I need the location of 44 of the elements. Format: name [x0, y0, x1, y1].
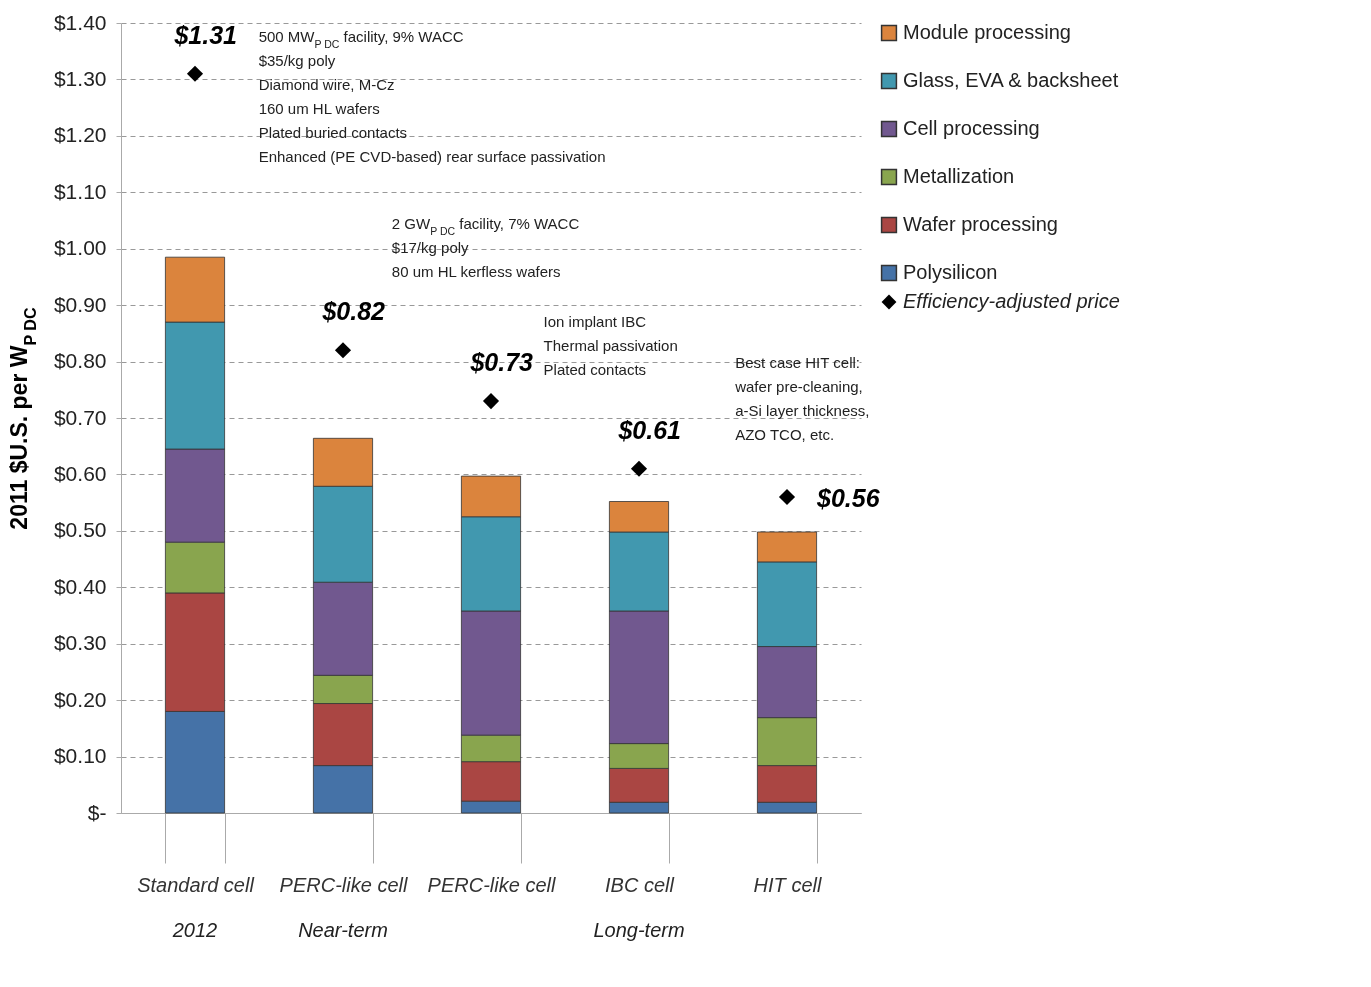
- y-tick-label: $0.60: [53, 461, 107, 485]
- y-tick-label: $1.40: [53, 10, 107, 34]
- data-label: $0.73: [469, 348, 534, 377]
- legend-label: Wafer processing: [903, 213, 1058, 235]
- point: [630, 460, 648, 477]
- y-tick-label: $0.10: [53, 744, 107, 768]
- legend-label: Metallization: [903, 165, 1015, 187]
- x-tick-label: IBC cell: [605, 873, 675, 896]
- legend-label: Module processing: [903, 21, 1071, 43]
- x-tick-label: Standard cell: [137, 873, 255, 896]
- x-tick-label: HIT cell: [753, 873, 822, 896]
- text: 2012: [171, 919, 218, 941]
- y-tick-label: $1.10: [53, 179, 107, 203]
- y-tick-label: $0.90: [53, 292, 107, 316]
- annotation: Best case HIT cell: wafer pre-cleaning, a-Si layer thickness, AZO TCO, etc.: [734, 354, 870, 444]
- legend-label: Polysilicon: [903, 261, 998, 283]
- data-label: $0.82: [321, 297, 386, 326]
- x-tick-label: PERC-like cell: [427, 873, 556, 896]
- y-tick-label: $1.00: [53, 236, 107, 260]
- y-tick-label: $0.50: [53, 518, 107, 542]
- x-tick-label: PERC-like cell: [279, 873, 408, 896]
- data-label: $0.56: [816, 484, 881, 512]
- y-tick-label: $0.20: [53, 687, 107, 711]
- data-label: $1.31: [173, 20, 237, 49]
- y-tick-label: $0.40: [53, 574, 107, 598]
- y-tick-label: $1.20: [53, 123, 107, 147]
- point: [186, 65, 204, 82]
- point: [482, 393, 500, 410]
- data-label: $0.61: [617, 415, 681, 444]
- legend-label: Efficiency-adjusted price: [903, 290, 1120, 312]
- annotation: Ion implant IBC Thermal passivation Plated contacts: [543, 313, 678, 379]
- y-tick-label: $1.30: [53, 66, 107, 90]
- point: [778, 488, 796, 506]
- annotation: 2 GW$_{P DC}$ facility, 7% WACC $17/kg poly 80 um HL kerfless wafers: [391, 214, 580, 280]
- text: Near-term: [298, 919, 388, 941]
- annotation: 500 MW$_{P DC}$ facility, 9% WACC $35/kg poly Diamond wire, M-Cz 160 um HL wafers Plated buried contacts Enhanced (PE CVD-based) rear surface passivation: [258, 28, 606, 166]
- legend-label: Glass, EVA & backsheet: [903, 69, 1119, 91]
- point: [334, 342, 352, 359]
- text: Long-term: [593, 919, 685, 941]
- y-tick-label: $0.30: [53, 631, 107, 655]
- legend-label: Cell processing: [903, 117, 1040, 139]
- y-tick-label: $0.80: [53, 349, 107, 373]
- y-tick-label: $0.70: [53, 405, 107, 429]
- y-tick-label: $-: [87, 800, 107, 824]
